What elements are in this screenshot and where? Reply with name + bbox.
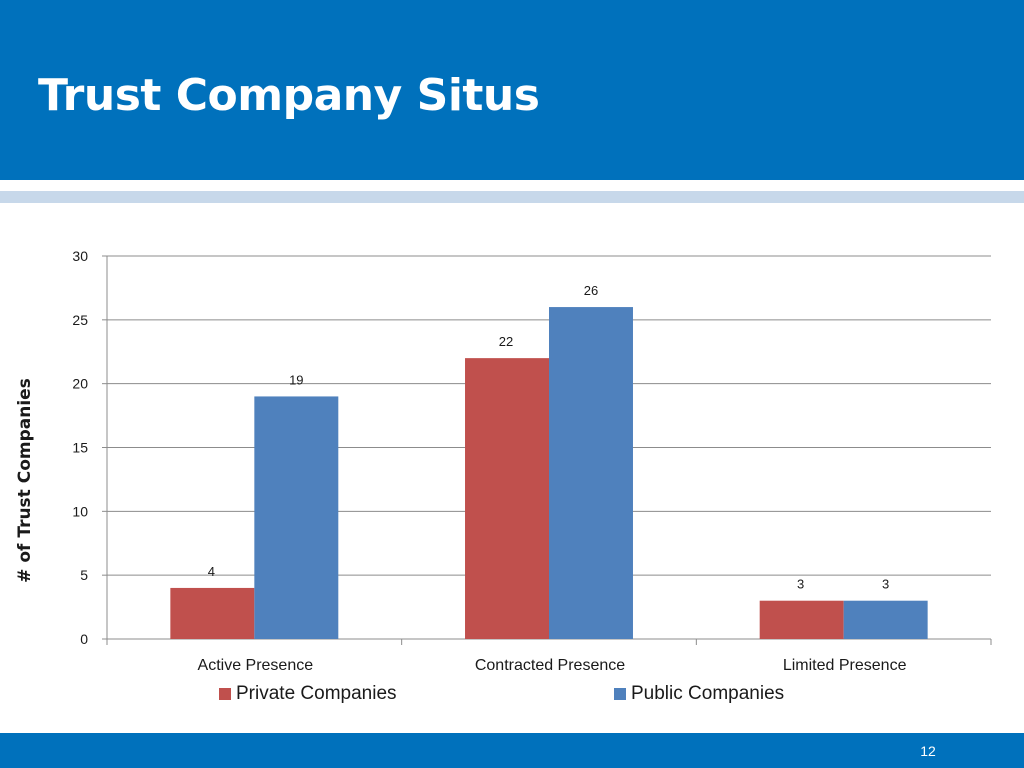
legend-item-private: Private Companies (219, 683, 397, 704)
y-tick-label: 5 (80, 567, 88, 583)
y-tick-label: 0 (80, 631, 88, 647)
data-label: 19 (289, 372, 303, 387)
y-axis-title: # of Trust Companies (15, 378, 35, 583)
y-tick-label: 30 (72, 248, 88, 264)
page-number: 12 (920, 743, 936, 759)
accent-strip (0, 191, 1024, 203)
bar-private (759, 600, 844, 639)
x-category-label: Active Presence (198, 657, 314, 674)
data-label: 26 (584, 283, 598, 298)
y-tick-label: 25 (72, 312, 88, 328)
data-label: 4 (208, 564, 215, 579)
bar-public (843, 600, 928, 639)
y-tick-label: 10 (72, 503, 88, 519)
bar-public (549, 307, 633, 639)
y-tick-label: 20 (72, 376, 88, 392)
legend-swatch-public (614, 688, 626, 700)
data-label: 3 (797, 577, 804, 592)
legend-swatch-private (219, 688, 231, 700)
legend-label-public: Public Companies (631, 683, 785, 704)
slide-title: Trust Company Situs (38, 70, 540, 121)
data-label: 3 (882, 577, 889, 592)
slide-footer (0, 733, 1024, 768)
bar-public (254, 396, 339, 639)
data-label: 22 (499, 334, 513, 349)
slide-header: Trust Company Situs (0, 0, 1024, 180)
x-category-label: Limited Presence (783, 657, 907, 674)
x-category-label: Contracted Presence (475, 657, 625, 674)
legend-item-public: Public Companies (614, 683, 785, 704)
legend-label-private: Private Companies (236, 683, 397, 704)
bar-private (465, 358, 549, 639)
y-tick-label: 15 (72, 440, 88, 456)
bar-private (170, 587, 255, 639)
